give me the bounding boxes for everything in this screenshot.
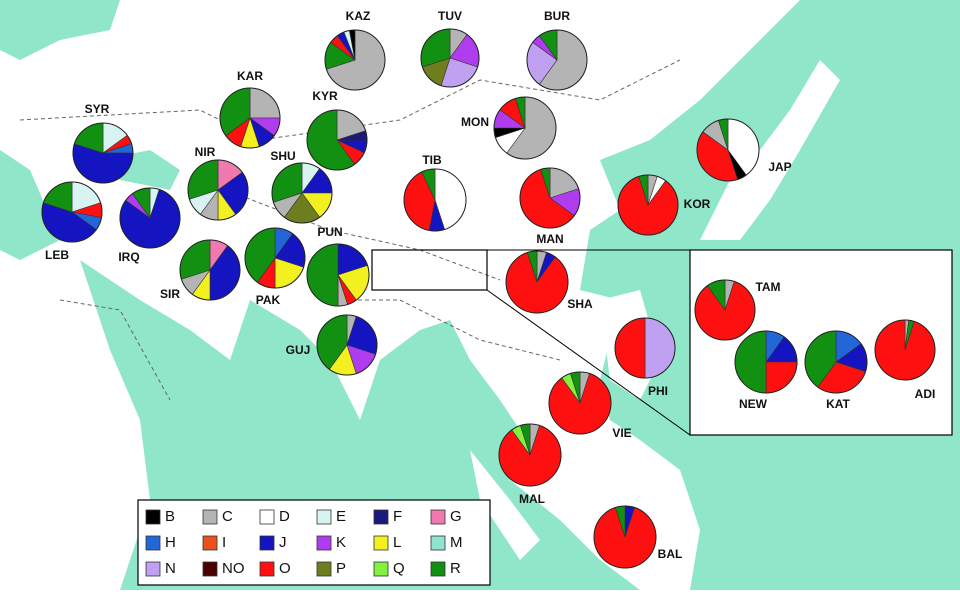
population-label: IRQ xyxy=(118,250,139,264)
legend-swatch xyxy=(373,561,389,577)
legend-swatch xyxy=(316,535,332,551)
legend-swatch xyxy=(430,561,446,577)
pie-outline xyxy=(420,28,480,88)
population-label: MAL xyxy=(519,492,545,506)
pie-outline xyxy=(593,505,657,569)
legend-label: D xyxy=(279,508,290,525)
population-label: NIR xyxy=(195,145,216,159)
pie-outline xyxy=(493,96,557,160)
population-label: TIB xyxy=(422,153,442,167)
legend-swatch xyxy=(259,535,275,551)
legend-label: F xyxy=(393,508,402,525)
pie-outline xyxy=(874,319,936,381)
population-label: BAL xyxy=(658,547,683,561)
pie-outline xyxy=(72,122,134,184)
pie-outline xyxy=(179,239,241,301)
legend-label: Q xyxy=(393,560,405,577)
legend-label: J xyxy=(279,534,287,551)
legend-swatch xyxy=(259,509,275,525)
population-label: PUN xyxy=(317,225,342,239)
legend-swatch xyxy=(145,561,161,577)
pie-outline xyxy=(219,87,281,149)
legend-swatch xyxy=(145,509,161,525)
legend-swatch xyxy=(202,509,218,525)
legend-label: C xyxy=(222,508,233,525)
legend-label: E xyxy=(336,508,346,525)
legend-swatch xyxy=(430,509,446,525)
legend-swatch xyxy=(373,535,389,551)
population-label: SYR xyxy=(85,102,110,116)
population-label: TUV xyxy=(438,9,462,23)
pie-outline xyxy=(306,243,370,307)
population-label: KAR xyxy=(237,69,263,83)
population-label: MON xyxy=(461,115,489,129)
population-label: JAP xyxy=(768,160,791,174)
pie-outline xyxy=(316,314,378,376)
pie-outline xyxy=(119,187,181,249)
pie-outline xyxy=(505,250,569,314)
population-label: TAM xyxy=(755,280,780,294)
pie-outline xyxy=(324,29,386,91)
legend-label: H xyxy=(165,534,176,551)
legend-swatch xyxy=(316,561,332,577)
legend-label: I xyxy=(222,534,226,551)
legend-swatch xyxy=(316,509,332,525)
population-label: SHU xyxy=(270,149,295,163)
pie-outline xyxy=(734,330,798,394)
legend-swatch xyxy=(430,535,446,551)
legend-label: R xyxy=(450,560,461,577)
legend-swatch xyxy=(259,561,275,577)
pies: KAZ TUV BUR KAR KYR SYR MON NIR SHU TIB MAN KOR JAP L… xyxy=(41,9,936,569)
population-label: NEW xyxy=(739,397,768,411)
legend-swatch xyxy=(202,561,218,577)
pie-outline xyxy=(519,167,581,229)
population-label: BUR xyxy=(544,9,570,23)
legend-label: NO xyxy=(222,560,245,577)
pie-outline xyxy=(617,174,679,236)
legend-label: B xyxy=(165,508,175,525)
population-label: PHI xyxy=(648,384,668,398)
population-label: KOR xyxy=(684,197,711,211)
population-label: VIE xyxy=(612,426,631,440)
pie-outline xyxy=(271,162,333,224)
country-borders xyxy=(19,59,681,401)
population-label: SIR xyxy=(160,287,180,301)
pie-outline xyxy=(804,330,868,394)
pie-outline xyxy=(187,159,249,221)
population-label: ADI xyxy=(915,387,936,401)
legend-label: N xyxy=(165,560,176,577)
pie-outline xyxy=(614,317,676,379)
legend-label: M xyxy=(450,534,463,551)
zoom-line xyxy=(486,289,691,436)
population-label: LEB xyxy=(45,248,69,262)
pie-outline xyxy=(498,423,562,487)
legend-label: O xyxy=(279,560,291,577)
pie-outline xyxy=(548,371,612,435)
legend-label: L xyxy=(393,534,401,551)
population-label: KAT xyxy=(826,397,850,411)
pie-outline xyxy=(244,227,306,289)
pie-outline xyxy=(694,279,756,341)
pie-outline xyxy=(526,29,588,91)
legend: B C D E F G H I J K L M N NO O P Q R xyxy=(145,508,463,577)
legend-label: G xyxy=(450,508,462,525)
legend-label: P xyxy=(336,560,346,577)
legend-label: K xyxy=(336,534,346,551)
population-label: KYR xyxy=(312,89,338,103)
legend-swatch xyxy=(145,535,161,551)
population-label: KAZ xyxy=(346,9,371,23)
population-label: PAK xyxy=(256,293,281,307)
legend-swatch xyxy=(373,509,389,525)
pie-outline xyxy=(306,109,368,171)
pie-outline xyxy=(403,168,467,232)
population-label: SHA xyxy=(567,297,593,311)
legend-swatch xyxy=(202,535,218,551)
population-label: MAN xyxy=(536,232,563,246)
zoom-box xyxy=(371,249,488,291)
pie-outline xyxy=(696,118,760,182)
pie-outline xyxy=(41,181,103,243)
population-label: GUJ xyxy=(286,343,311,357)
